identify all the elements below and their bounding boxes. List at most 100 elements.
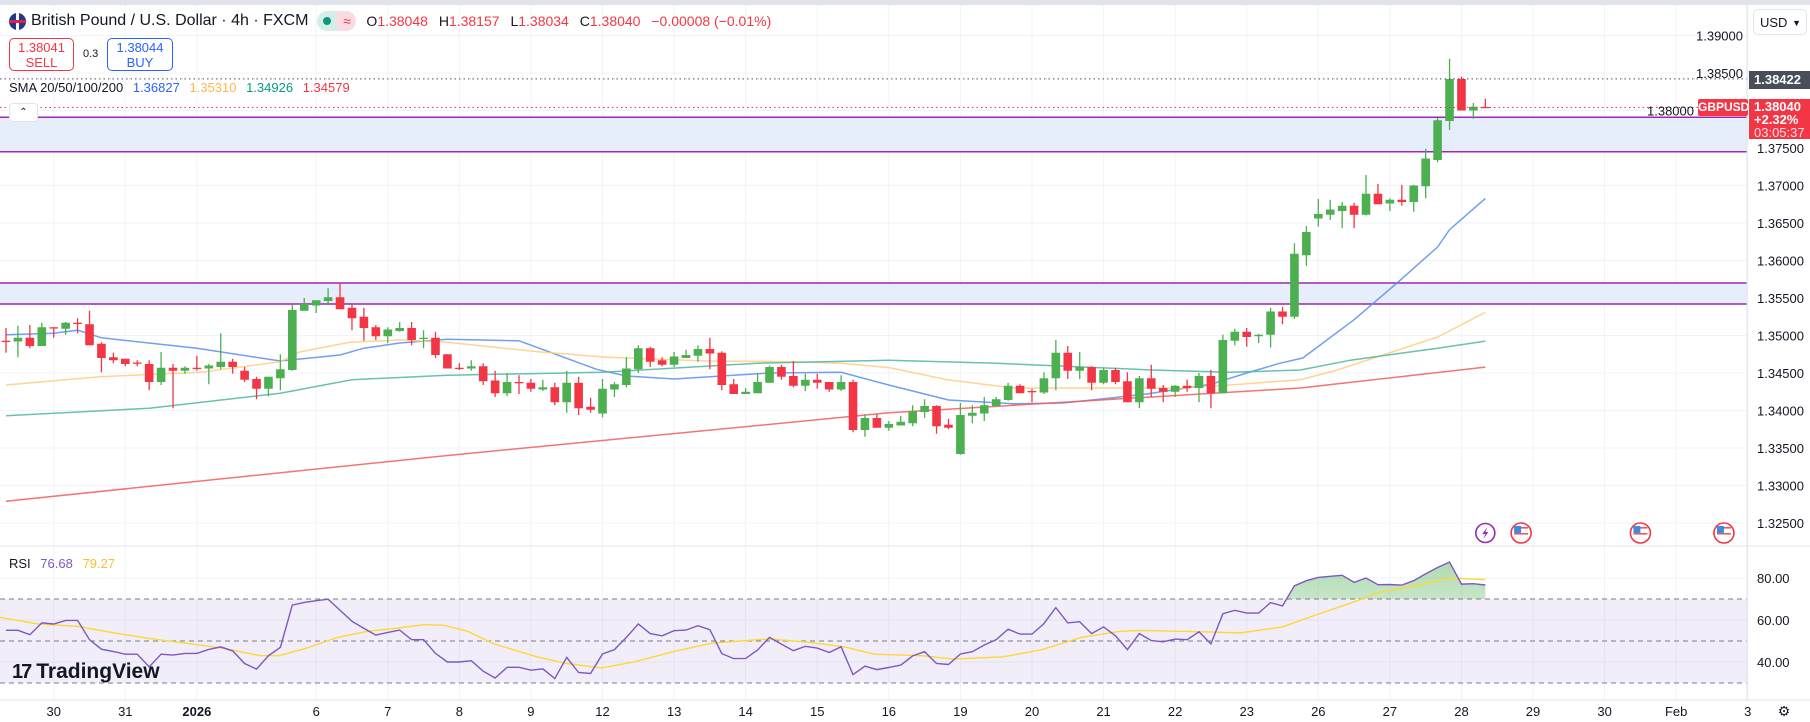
candle — [1146, 364, 1156, 397]
candle-body — [335, 297, 345, 310]
candle-body — [526, 382, 536, 389]
us-flag-icon[interactable] — [1629, 522, 1652, 544]
market-status[interactable]: ≈ — [317, 11, 357, 31]
candle — [872, 414, 882, 428]
candle — [1111, 367, 1120, 385]
candle-body — [801, 379, 810, 386]
candle-body — [25, 337, 35, 346]
candle-body — [777, 367, 786, 377]
candle — [1170, 385, 1180, 397]
flag-stripe — [1633, 533, 1648, 535]
market-open-dot-icon — [317, 11, 338, 31]
candle — [1361, 175, 1371, 216]
candle-body — [789, 376, 798, 386]
price-tick-label: 1.33500 — [1757, 441, 1804, 456]
rsi-tick-label: 80.00 — [1757, 571, 1790, 586]
open-label: O — [366, 13, 378, 29]
candle-body — [359, 316, 369, 328]
change-value: −0.00008 (−0.01%) — [651, 13, 772, 29]
candle — [407, 322, 416, 346]
sell-price: 1.38041 — [18, 40, 65, 55]
high-label: H — [438, 13, 449, 29]
flag-stripe — [1633, 536, 1648, 538]
rsi-legend[interactable]: RSI 76.68 79.27 — [9, 556, 121, 571]
candle-body — [681, 355, 691, 358]
candle — [1099, 367, 1108, 385]
candle-body — [645, 348, 655, 362]
sma-legend-label: SMA 20/50/100/200 — [9, 80, 124, 95]
candle-body — [1445, 79, 1454, 121]
candle-body — [1337, 205, 1347, 211]
candle — [1397, 184, 1407, 206]
time-tick-label: 13 — [667, 704, 681, 719]
delayed-data-icon: ≈ — [337, 11, 357, 31]
candle-body — [1194, 376, 1204, 388]
gbp-usd-flag-icon — [9, 12, 26, 30]
candle-body — [431, 337, 440, 355]
time-tick-label: 26 — [1311, 704, 1325, 719]
time-tick-label: 22 — [1168, 704, 1182, 719]
candle — [109, 352, 118, 364]
lightning-glyph — [1482, 527, 1489, 539]
candle-body — [371, 327, 381, 337]
us-flag-icon[interactable] — [1510, 522, 1532, 544]
candle-body — [1457, 79, 1466, 111]
price-tick-label: 1.36500 — [1757, 216, 1804, 231]
candle-body — [705, 349, 715, 354]
currency-dropdown[interactable]: USD ▼ — [1753, 9, 1807, 35]
zone-rectangle — [0, 283, 1747, 304]
buy-button[interactable]: 1.38044 BUY — [107, 38, 173, 71]
sma-legend[interactable]: SMA 20/50/100/200 1.36827 1.35310 1.3492… — [9, 80, 356, 95]
price-tick-label: 1.36000 — [1757, 254, 1804, 269]
candle-body — [872, 418, 882, 428]
candle-body — [1051, 352, 1061, 379]
time-axis-settings-icon[interactable]: ⚙ — [1777, 703, 1791, 719]
candle-body — [622, 368, 631, 385]
flag-stripe — [1716, 536, 1731, 538]
candle — [49, 327, 59, 338]
candle — [908, 405, 917, 427]
candle — [1003, 382, 1013, 401]
flag-stripe — [1514, 533, 1529, 535]
zone-drawings[interactable] — [0, 116, 1747, 305]
candle-body — [49, 327, 59, 329]
candle — [1278, 307, 1287, 325]
time-tick-label: 28 — [1454, 704, 1468, 719]
change-percent: +2.32% — [1754, 112, 1799, 127]
candle-body — [765, 367, 774, 383]
flag-canton — [1633, 526, 1641, 533]
candle — [812, 373, 822, 389]
candle-body — [97, 343, 106, 358]
tradingview-wordmark: TradingView — [36, 660, 160, 683]
symbol-title[interactable]: British Pound / U.S. Dollar · 4h · FXCM — [31, 12, 309, 29]
price-tick-label: 1.35500 — [1757, 291, 1804, 306]
candle — [431, 331, 440, 358]
candle-body — [276, 369, 285, 379]
candle-body — [1385, 199, 1395, 204]
candle-body — [574, 382, 583, 409]
candle — [1314, 199, 1323, 227]
collapse-legend-button[interactable]: ⌃ — [9, 103, 38, 122]
lightning-icon[interactable] — [1475, 522, 1496, 544]
candle-body — [669, 356, 679, 365]
candle-body — [240, 370, 249, 380]
time-tick-label: 3 — [1744, 704, 1751, 719]
us-flag-icon[interactable] — [1713, 522, 1735, 544]
candle-body — [1218, 340, 1228, 394]
tradingview-logo[interactable]: 17 TradingView — [12, 660, 160, 684]
candle-body — [1027, 391, 1037, 393]
rsi-value: 76.68 — [40, 556, 73, 571]
sell-button[interactable]: 1.38041 SELL — [9, 38, 74, 71]
candle — [1254, 334, 1263, 343]
sma50-value: 1.35310 — [189, 80, 237, 95]
time-tick-label: 2026 — [182, 704, 211, 719]
candle-body — [1373, 193, 1383, 205]
event-markers[interactable] — [1475, 522, 1735, 544]
candle — [538, 379, 548, 391]
candle — [276, 354, 285, 391]
candle — [395, 322, 404, 332]
candle — [1, 328, 11, 353]
candle-body — [311, 300, 321, 306]
candle-body — [657, 360, 667, 365]
